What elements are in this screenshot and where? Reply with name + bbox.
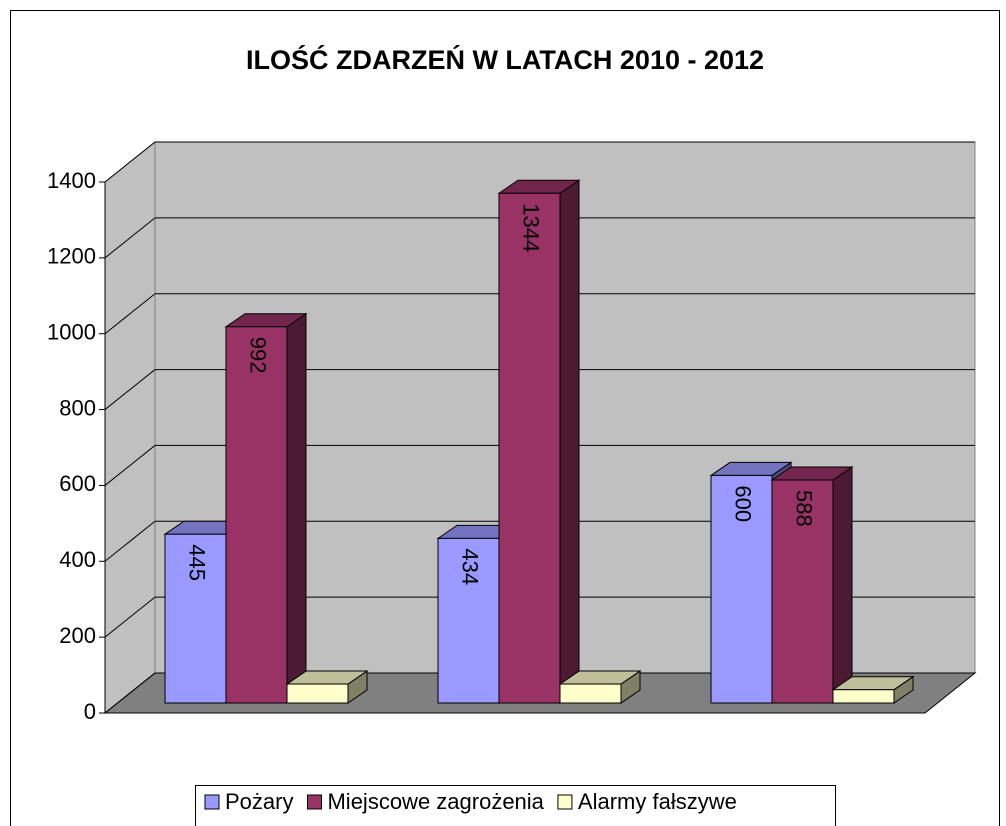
y-tick-label: 1400: [47, 168, 96, 193]
grid-line: [104, 596, 156, 638]
grid-line: [104, 672, 156, 714]
grid-line: [104, 293, 156, 335]
y-tick-label: 1200: [47, 244, 96, 269]
data-label: 600: [731, 485, 756, 522]
data-label: 445: [185, 544, 210, 581]
data-label: 1344: [519, 203, 544, 252]
bar: [771, 479, 834, 704]
bar: [164, 533, 227, 704]
chart-title: ILOŚĆ ZDARZEŃ W LATACH 2010 - 2012: [246, 44, 764, 75]
bar: [286, 683, 349, 704]
grid-line: [104, 445, 156, 486]
y-tick-label: 600: [59, 471, 96, 496]
legend-swatch: [204, 794, 220, 810]
y-tick-label: 1000: [47, 320, 96, 345]
bar: [559, 683, 622, 704]
legend-label: Miejscowe zagrożenia: [327, 789, 544, 814]
data-label: 588: [792, 490, 817, 527]
bar: [225, 326, 288, 704]
data-label: 992: [246, 337, 271, 374]
side-wall: [104, 140, 156, 715]
bar: [832, 689, 895, 704]
bar-side: [559, 179, 580, 704]
grid-line: [104, 369, 156, 410]
grid-line: [104, 141, 156, 183]
legend: [195, 785, 836, 826]
data-label: 434: [458, 548, 483, 585]
legend-label: Alarmy fałszywe: [578, 789, 737, 814]
bar-side: [832, 466, 853, 704]
bar: [710, 474, 773, 704]
legend-swatch: [306, 794, 322, 810]
legend-label: Pożary: [225, 789, 293, 814]
bar-side: [286, 312, 307, 704]
legend-swatch: [557, 794, 573, 810]
grid-line: [104, 217, 156, 259]
y-tick-label: 400: [59, 547, 96, 572]
y-tick-label: 0: [84, 699, 96, 724]
bar: [498, 192, 561, 704]
y-tick-label: 800: [59, 395, 96, 420]
y-tick-label: 200: [59, 623, 96, 648]
grid-line: [104, 520, 156, 562]
